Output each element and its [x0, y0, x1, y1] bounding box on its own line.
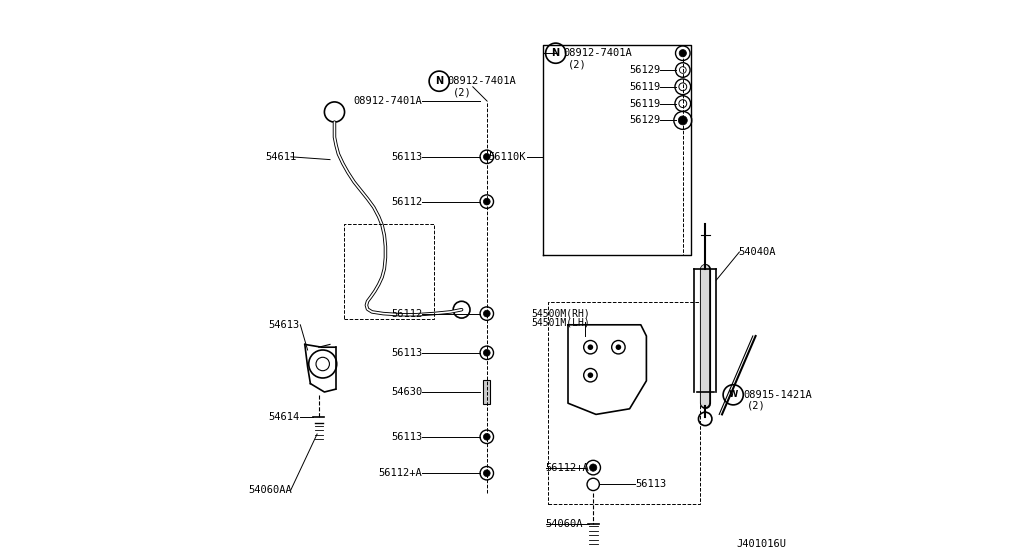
Text: 56113: 56113	[391, 152, 423, 162]
Text: 08912-7401A: 08912-7401A	[447, 76, 516, 86]
Circle shape	[483, 433, 490, 440]
Circle shape	[615, 344, 622, 350]
Text: 08912-7401A: 08912-7401A	[353, 96, 423, 106]
Text: (2): (2)	[454, 87, 472, 97]
Text: N: N	[552, 48, 560, 58]
Circle shape	[483, 349, 490, 356]
Text: 56129: 56129	[629, 115, 660, 125]
Text: 08912-7401A: 08912-7401A	[563, 48, 632, 58]
Circle shape	[588, 372, 593, 378]
Text: 56113: 56113	[391, 348, 423, 358]
Text: W: W	[728, 390, 738, 399]
Text: 08915-1421A: 08915-1421A	[743, 390, 812, 400]
Circle shape	[483, 310, 490, 317]
Text: 56113: 56113	[391, 432, 423, 442]
FancyBboxPatch shape	[483, 380, 490, 404]
Circle shape	[483, 470, 490, 477]
Text: 56110K: 56110K	[488, 152, 526, 162]
Text: 56119: 56119	[629, 82, 660, 92]
Text: 54613: 54613	[268, 320, 299, 330]
Text: 54611: 54611	[265, 152, 297, 162]
Text: 56112+A: 56112+A	[379, 468, 423, 478]
Text: 56112+A: 56112+A	[546, 463, 590, 473]
Text: 56113: 56113	[635, 479, 667, 489]
Circle shape	[590, 464, 597, 472]
Circle shape	[678, 116, 687, 125]
Circle shape	[679, 50, 686, 57]
Text: 54060AA: 54060AA	[249, 485, 293, 495]
Circle shape	[483, 153, 490, 160]
Text: 54500M(RH): 54500M(RH)	[531, 309, 591, 319]
Text: 54501M(LH): 54501M(LH)	[531, 317, 591, 327]
Text: J401016U: J401016U	[736, 539, 786, 549]
Text: 56119: 56119	[629, 99, 660, 109]
Text: 56112: 56112	[391, 309, 423, 319]
Text: (2): (2)	[748, 401, 766, 411]
Text: N: N	[435, 76, 443, 86]
Text: 56112: 56112	[391, 197, 423, 207]
Text: 56129: 56129	[629, 65, 660, 75]
Circle shape	[483, 198, 490, 205]
Text: 54630: 54630	[391, 387, 423, 397]
Circle shape	[588, 344, 593, 350]
Text: 54614: 54614	[268, 412, 299, 422]
Text: 54040A: 54040A	[738, 247, 776, 257]
Text: (2): (2)	[568, 59, 587, 69]
Text: 54060A: 54060A	[546, 519, 583, 529]
